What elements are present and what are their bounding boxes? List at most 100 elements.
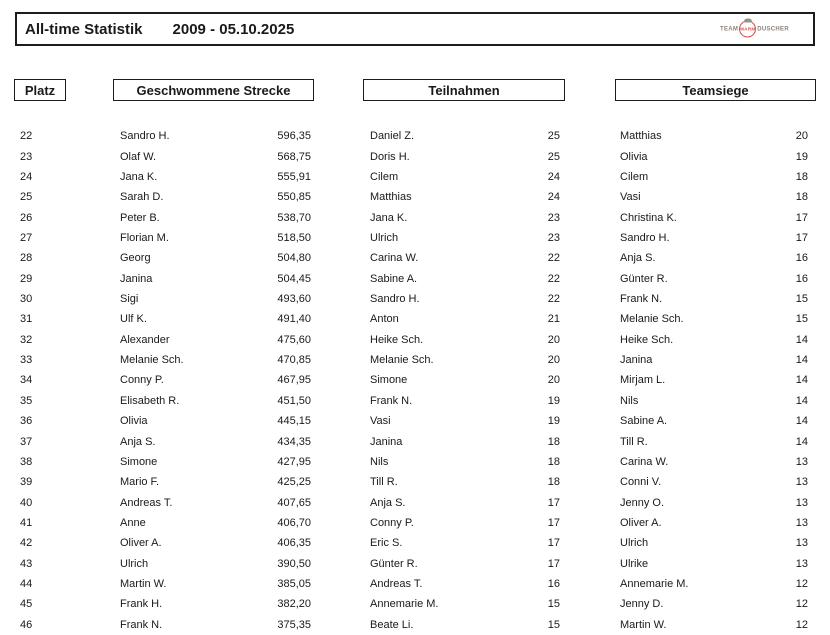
teilnahmen-row: Annemarie M. 15 [370, 594, 560, 614]
teilnahmen-row: Eric S. 17 [370, 533, 560, 553]
person-name: Sigi [120, 293, 139, 306]
platz-number: 26 [20, 211, 33, 224]
person-name: Sabine A. [370, 272, 418, 285]
platz-number: 33 [20, 354, 33, 367]
teamsiege-row: Martin W. 12 [620, 615, 808, 635]
person-name: Peter B. [120, 211, 160, 224]
value: 434,35 [277, 435, 311, 448]
teamsiege-row: Günter R. 16 [620, 269, 808, 289]
strecke-row: Anja S. 434,35 [120, 431, 311, 451]
logo-text-duscher: DUSCHER [757, 26, 789, 32]
person-name: Anne [120, 517, 146, 529]
teilnahmen-row: Doris H. 25 [370, 146, 560, 166]
teilnahmen-row: Sabine A. 22 [370, 269, 560, 289]
person-name: Günter R. [370, 557, 418, 570]
strecke-row: Melanie Sch. 470,85 [120, 350, 311, 370]
person-name: Sandro H. [370, 293, 420, 306]
teilnahmen-row: Günter R. 17 [370, 554, 560, 574]
teamsiege-row: Ulrike 13 [620, 554, 808, 574]
value: 12 [795, 598, 808, 611]
value: 596,35 [277, 130, 311, 143]
value: 25 [547, 130, 560, 143]
strecke-row: Sarah D. 550,85 [120, 187, 311, 207]
value: 385,05 [277, 578, 311, 591]
strecke-row: Elisabeth R. 451,50 [120, 391, 311, 411]
teamsiege-row: Nils 14 [620, 391, 808, 411]
value: 14 [795, 354, 808, 367]
platz-number: 32 [20, 333, 33, 346]
platz-number: 42 [20, 537, 33, 550]
person-name: Olaf W. [120, 150, 157, 163]
platz-number: 45 [20, 598, 33, 611]
strecke-row: Alexander 475,60 [120, 330, 311, 350]
teilnahmen-row: Sandro H. 22 [370, 289, 560, 309]
value: 15 [547, 618, 560, 631]
person-name: Jenny O. [620, 496, 665, 509]
person-name: Ulf K. [120, 313, 147, 326]
person-name: Sandro H. [120, 130, 170, 143]
person-name: Daniel Z. [370, 130, 415, 143]
platz-column: 22 23 24 25 26 27 28 29 30 31 32 33 34 35 36 37 38 39 40 41… [20, 126, 50, 635]
strecke-row: Florian M. 518,50 [120, 228, 311, 248]
value: 15 [547, 598, 560, 611]
platz-number: 35 [20, 394, 33, 407]
person-name: Matthias [620, 130, 662, 143]
teilnahmen-row: Jana K. 23 [370, 207, 560, 227]
person-name: Sandro H. [620, 231, 670, 244]
teilnahmen-row: Melanie Sch. 20 [370, 350, 560, 370]
platz-number: 28 [20, 252, 33, 265]
teamsiege-row: Melanie Sch. 15 [620, 309, 808, 329]
logo-text-warm: WARM [740, 26, 756, 32]
teilnahmen-row: Andreas T. 16 [370, 574, 560, 594]
value: 20 [547, 333, 560, 346]
person-name: Martin W. [120, 578, 167, 591]
person-name: Nils [620, 394, 639, 407]
value: 504,45 [277, 272, 311, 285]
value: 467,95 [277, 374, 311, 387]
value: 18 [795, 170, 808, 183]
strecke-row: Martin W. 385,05 [120, 574, 311, 594]
platz-number: 41 [20, 517, 33, 529]
logo-warm-circle: WARM [739, 18, 757, 38]
teilnahmen-row: Anton 21 [370, 309, 560, 329]
strecke-row: Anne 406,70 [120, 513, 311, 533]
teamsiege-row: Ulrich 13 [620, 533, 808, 553]
value: 23 [547, 211, 560, 224]
value: 16 [547, 578, 560, 591]
value: 555,91 [277, 170, 311, 183]
platz-number: 22 [20, 130, 33, 143]
teamsiege-row: Mirjam L. 14 [620, 370, 808, 390]
person-name: Andreas T. [120, 496, 173, 509]
teamsiege-row: Vasi 18 [620, 187, 808, 207]
teilnahmen-row: Ulrich 23 [370, 228, 560, 248]
person-name: Conny P. [370, 517, 414, 529]
person-name: Nils [370, 455, 389, 468]
person-name: Jana K. [370, 211, 408, 224]
person-name: Anton [370, 313, 399, 326]
value: 22 [547, 252, 560, 265]
person-name: Sabine A. [620, 415, 668, 428]
person-name: Heike Sch. [620, 333, 674, 346]
person-name: Frank H. [120, 598, 163, 611]
strecke-row: Simone 427,95 [120, 452, 311, 472]
person-name: Günter R. [620, 272, 668, 285]
value: 406,70 [277, 517, 311, 529]
value: 407,65 [277, 496, 311, 509]
platz-number: 46 [20, 618, 33, 631]
teamsiege-row: Janina 14 [620, 350, 808, 370]
value: 13 [795, 537, 808, 550]
value: 475,60 [277, 333, 311, 346]
person-name: Georg [120, 252, 151, 265]
value: 16 [795, 272, 808, 285]
person-name: Doris H. [370, 150, 410, 163]
value: 14 [795, 435, 808, 448]
teilnahmen-row: Beate Li. 15 [370, 615, 560, 635]
teamsiege-row: Matthias 20 [620, 126, 808, 146]
value: 22 [547, 293, 560, 306]
column-header-geschwommene-strecke: Geschwommene Strecke [113, 79, 314, 101]
teilnahmen-row: Janina 18 [370, 431, 560, 451]
person-name: Till R. [620, 435, 648, 448]
teilnahmen-row: Matthias 24 [370, 187, 560, 207]
value: 470,85 [277, 354, 311, 367]
person-name: Olivia [120, 415, 148, 428]
